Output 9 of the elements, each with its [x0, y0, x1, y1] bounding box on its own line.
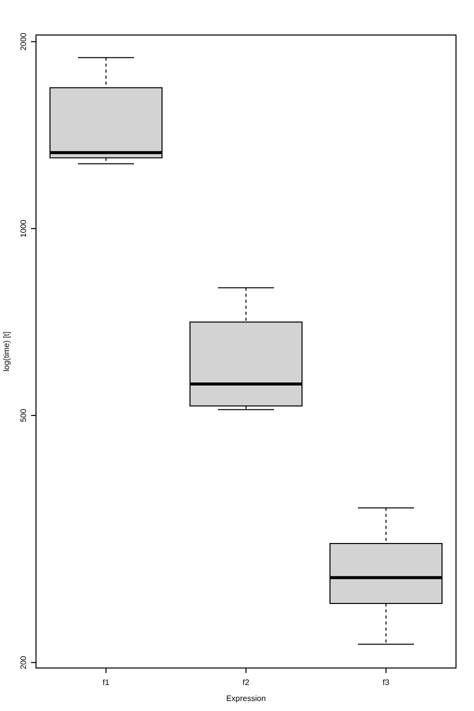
y-tick-label: 500 — [19, 408, 28, 422]
x-axis-title: Expression — [226, 694, 266, 703]
y-tick-label: 2000 — [19, 32, 28, 51]
x-tick-label: f1 — [102, 678, 110, 687]
x-tick-label: f2 — [242, 678, 250, 687]
y-tick-label: 200 — [19, 655, 28, 670]
y-axis-title: log(time) [t] — [2, 331, 11, 372]
x-tick-label: f3 — [382, 678, 390, 687]
y-tick-label: 1000 — [19, 219, 28, 238]
